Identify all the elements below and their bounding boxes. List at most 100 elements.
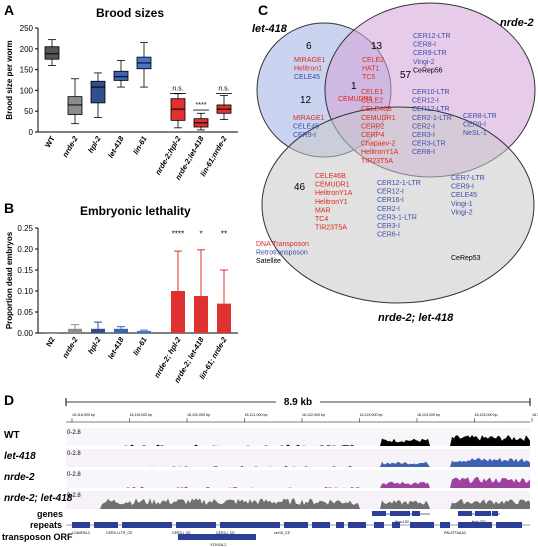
venn-element-label: CER7-LTR (451, 175, 485, 182)
b-bar (217, 303, 231, 333)
b-y-axis-label: Proportion dead embryos (5, 231, 14, 329)
venn-element-label: CER3-I (377, 223, 400, 230)
venn-element-label: CEMUDR1 (315, 182, 350, 189)
repeat-name: PAL9TTAAA3 (444, 531, 466, 535)
venn-diagram: let-418 nrde-2 nrde-2; let-418 6 13 1 12… (252, 2, 536, 324)
venn-element-label: CELE45 (451, 192, 477, 199)
repeat-element (348, 522, 366, 528)
a-sig-label: **** (196, 102, 207, 109)
venn-element-label: TC4 (315, 216, 328, 223)
repeat-element (220, 522, 280, 528)
repeat-element (284, 522, 308, 528)
coverage-profile (86, 477, 530, 488)
b-bar (171, 291, 185, 333)
venn-legend-item: Satellite (256, 258, 281, 265)
track-background (66, 449, 530, 467)
venn-legend-item: Retrotransposon (256, 250, 308, 257)
venn-circle-double (261, 106, 535, 304)
venn-element-label: Vingi-2 (451, 209, 473, 216)
venn-element-label: CEMUDR1 (361, 115, 396, 122)
repeat-element (440, 522, 450, 528)
coverage-profile (86, 457, 530, 467)
repeat-name: CER3-I_CE (172, 531, 191, 535)
a-y-tick-label: 100 (20, 86, 34, 95)
repeat-element (94, 522, 118, 528)
gene-exon (458, 511, 472, 516)
panel-c-letter: C (258, 2, 269, 18)
venn-label-let418: let-418 (252, 23, 288, 35)
b-sig-label: **** (172, 229, 184, 238)
a-category-label: lin-61 (131, 135, 149, 156)
a-box (44, 46, 60, 60)
repeat-name: CER3-I_CE (216, 531, 235, 535)
track-name: let-418 (4, 451, 36, 462)
venn-element-label: CER3-1-LTR (377, 214, 417, 221)
venn-element-label: CER2-I (377, 206, 400, 213)
count-let418-nrde2: 1 (351, 81, 357, 92)
repeat-element (176, 522, 216, 528)
a-y-tick-label: 150 (20, 66, 34, 75)
venn-element-label: CER9-I (451, 184, 474, 191)
ruler-coord-label: 18,122,000 bp (302, 413, 325, 417)
venn-element-label: TIR23T5A (315, 225, 347, 232)
venn-element-label: CELE2 (362, 57, 384, 64)
count-double-only: 46 (294, 182, 306, 193)
venn-element-label: CER9-I (293, 132, 316, 139)
b-bar (114, 328, 128, 333)
a-category-label: hpl-2 (86, 134, 103, 155)
venn-element-label: CER8-LTR (463, 113, 497, 120)
gene-exon (475, 511, 491, 516)
venn-element-label: Helitron1 (294, 66, 322, 73)
repeat-element (410, 522, 434, 528)
gene-exon (412, 511, 420, 516)
repeat-element (392, 522, 400, 528)
a-y-tick-label: 0 (29, 128, 34, 137)
ruler-coord-label: 18,124,000 bp (417, 413, 440, 417)
coverage-profile (86, 435, 530, 446)
a-category-label: let-418 (106, 134, 126, 160)
b-category-label: hpl-2 (86, 335, 103, 356)
b-category-label: nrde-2 (60, 335, 80, 360)
venn-element-label: CER3-LTR (412, 141, 446, 148)
venn-element-label: CER2-I (412, 123, 435, 130)
venn-element-label: CER12-I (412, 98, 439, 105)
track-range-label: 0-2.8 (67, 472, 81, 478)
repeat-name: LOA0PAL3 (72, 531, 90, 535)
b-sig-label: ** (221, 229, 227, 238)
count-let418-double: 12 (300, 95, 312, 106)
venn-element-label: CELE45 (294, 74, 320, 81)
repeat-name: cer15_CE (274, 531, 291, 535)
b-y-tick-label: 0.25 (17, 224, 33, 233)
repeat-element (122, 522, 172, 528)
a-sig-label: n.s. (218, 85, 229, 92)
venn-element-label: CeRep56 (413, 67, 443, 74)
venn-element-label: CEMUDR1 (338, 96, 373, 103)
ruler-coord-label: 18,125,000 bp (475, 413, 498, 417)
count-all-three: 57 (400, 70, 412, 81)
venn-element-label: CER12-1-LTR (377, 180, 421, 187)
venn-element-label: Chapaev-2 (361, 141, 395, 148)
track-name: nrde-2 (4, 472, 35, 483)
b-y-tick-label: 0.15 (17, 266, 33, 275)
coverage-profile (86, 498, 530, 509)
venn-element-label: TC5 (362, 74, 375, 81)
panel-a-title: Brood sizes (96, 6, 165, 20)
venn-element-label: CELE2 (361, 98, 383, 105)
venn-legend-item: DNA Transposon (256, 241, 309, 248)
venn-element-label: HelitronY1A (315, 190, 353, 197)
venn-element-label: CER16-I (377, 197, 404, 204)
venn-element-label: HAT1 (362, 66, 379, 73)
a-box (90, 80, 106, 104)
venn-element-label: MAR (315, 207, 331, 214)
repeat-element (458, 522, 492, 528)
venn-element-label: CELE46B (315, 173, 346, 180)
venn-element-label: CERP4 (361, 132, 384, 139)
b-bar (137, 330, 151, 333)
b-y-tick-label: 0.05 (17, 308, 33, 317)
genome-browser: 8.9 kb 18,118,000 bp 18,119,000 bp 18,120,0… (2, 394, 538, 547)
track-range-label: 0-2.8 (67, 430, 81, 436)
count-let418-only: 6 (306, 41, 312, 52)
venn-label-nrde2: nrde-2 (500, 17, 534, 29)
venn-element-label: HelitronY1 (315, 199, 348, 206)
venn-label-double: nrde-2; let-418 (378, 312, 454, 324)
